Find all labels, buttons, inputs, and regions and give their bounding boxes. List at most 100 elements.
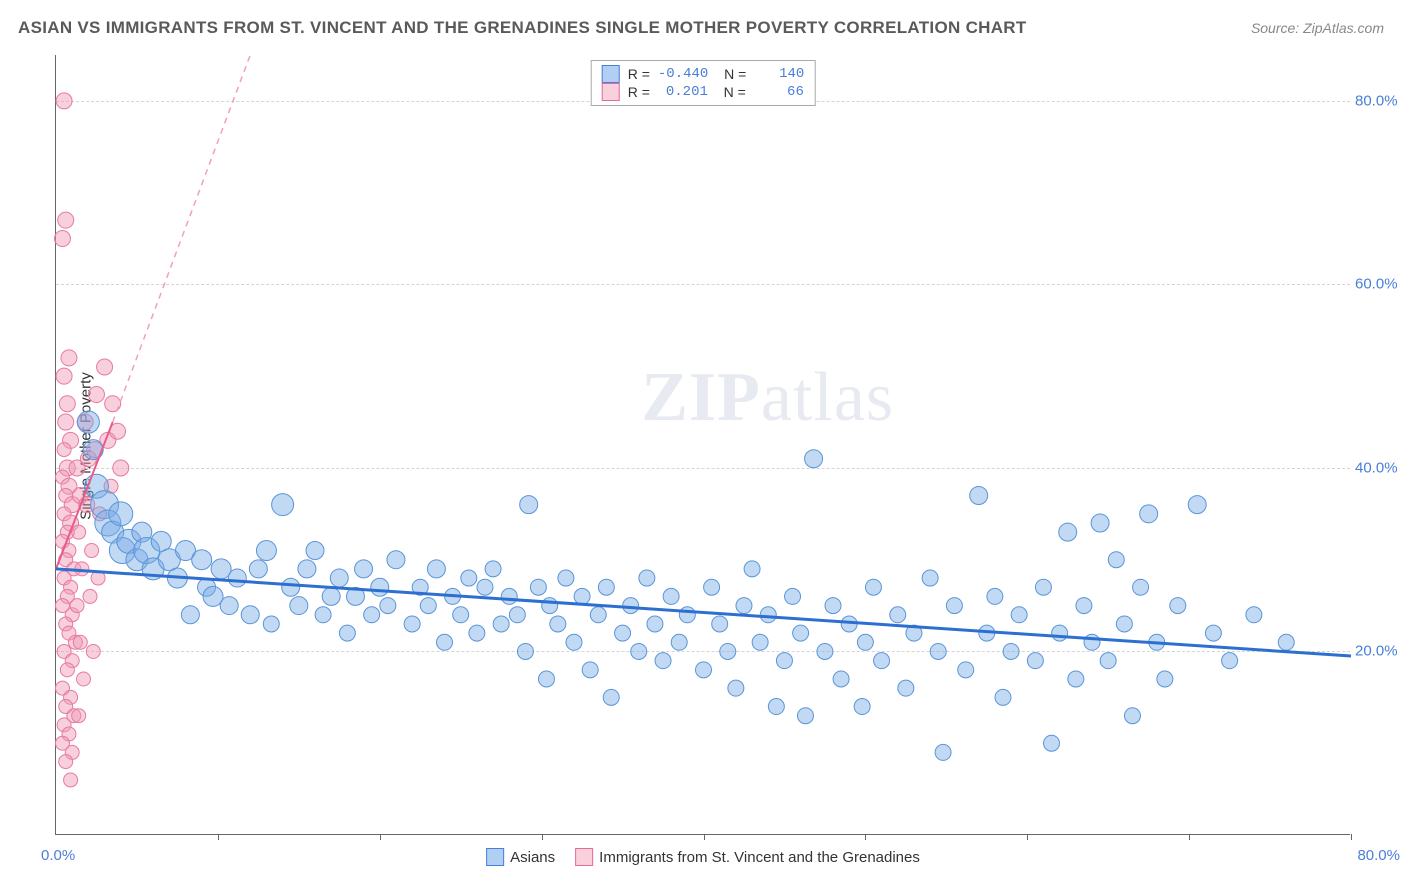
xtick [542, 834, 543, 840]
data-point [639, 570, 655, 586]
data-point [1011, 607, 1027, 623]
data-point [663, 588, 679, 604]
data-point [987, 588, 1003, 604]
data-point [970, 486, 988, 504]
data-point [427, 560, 445, 578]
data-point [865, 579, 881, 595]
data-point [623, 598, 639, 614]
data-point [72, 709, 86, 723]
data-point [109, 502, 133, 526]
data-point [760, 607, 776, 623]
data-point [73, 635, 87, 649]
data-point [469, 625, 485, 641]
data-point [793, 625, 809, 641]
data-point [339, 625, 355, 641]
data-point [192, 550, 212, 570]
data-point [768, 699, 784, 715]
data-point [315, 607, 331, 623]
data-point [1157, 671, 1173, 687]
stat-n-label: N = [716, 66, 746, 82]
xtick [218, 834, 219, 840]
data-point [890, 607, 906, 623]
data-point [70, 599, 84, 613]
data-point [1278, 634, 1294, 650]
data-point [1116, 616, 1132, 632]
series-label: Immigrants from St. Vincent and the Gren… [599, 849, 920, 866]
data-point [566, 634, 582, 650]
data-point [615, 625, 631, 641]
series-legend: Asians Immigrants from St. Vincent and t… [486, 848, 920, 866]
stat-n-value: 66 [754, 84, 804, 100]
xtick [380, 834, 381, 840]
data-point [696, 662, 712, 678]
data-point [1100, 653, 1116, 669]
data-point [86, 644, 100, 658]
data-point [922, 570, 938, 586]
data-point [97, 359, 113, 375]
ytick-label: 40.0% [1355, 459, 1406, 476]
data-point [776, 653, 792, 669]
data-point [113, 460, 129, 476]
data-point [574, 588, 590, 604]
swatch-pink-icon [575, 848, 593, 866]
data-point [453, 607, 469, 623]
stat-n-label: N = [716, 84, 746, 100]
data-point [420, 598, 436, 614]
data-point [1035, 579, 1051, 595]
data-point [704, 579, 720, 595]
data-point [520, 496, 538, 514]
data-point [1222, 653, 1238, 669]
data-point [671, 634, 687, 650]
data-point [330, 569, 348, 587]
ytick-label: 80.0% [1355, 92, 1406, 109]
data-point [57, 443, 71, 457]
data-point [1205, 625, 1221, 641]
data-point [371, 578, 389, 596]
series-legend-asians: Asians [486, 848, 555, 866]
data-point [77, 672, 91, 686]
data-point [517, 643, 533, 659]
data-point [509, 607, 525, 623]
data-point [958, 662, 974, 678]
x-origin-label: 0.0% [41, 847, 75, 864]
data-point [501, 588, 517, 604]
data-point [282, 578, 300, 596]
data-point [752, 634, 768, 650]
data-point [1108, 552, 1124, 568]
data-point [249, 560, 267, 578]
ytick-label: 60.0% [1355, 276, 1406, 293]
data-point [228, 569, 246, 587]
data-point [542, 598, 558, 614]
data-point [241, 606, 259, 624]
data-point [1052, 625, 1068, 641]
data-point [582, 662, 598, 678]
data-point [437, 634, 453, 650]
data-point [220, 597, 238, 615]
scatter-svg [56, 55, 1350, 834]
ytick-label: 20.0% [1355, 643, 1406, 660]
data-point [64, 773, 78, 787]
swatch-pink-icon [602, 83, 620, 101]
data-point [946, 598, 962, 614]
data-point [83, 589, 97, 603]
trendline [113, 55, 251, 422]
source-attribution: Source: ZipAtlas.com [1251, 20, 1384, 36]
x-max-label: 80.0% [1357, 847, 1400, 864]
data-point [60, 663, 74, 677]
data-point [256, 541, 276, 561]
data-point [854, 699, 870, 715]
xtick [1027, 834, 1028, 840]
stat-n-value: 140 [754, 66, 804, 82]
data-point [805, 450, 823, 468]
swatch-blue-icon [486, 848, 504, 866]
data-point [558, 570, 574, 586]
xtick [1189, 834, 1190, 840]
data-point [655, 653, 671, 669]
data-point [54, 231, 70, 247]
xtick [704, 834, 705, 840]
data-point [898, 680, 914, 696]
xtick [865, 834, 866, 840]
data-point [485, 561, 501, 577]
data-point [404, 616, 420, 632]
data-point [85, 544, 99, 558]
